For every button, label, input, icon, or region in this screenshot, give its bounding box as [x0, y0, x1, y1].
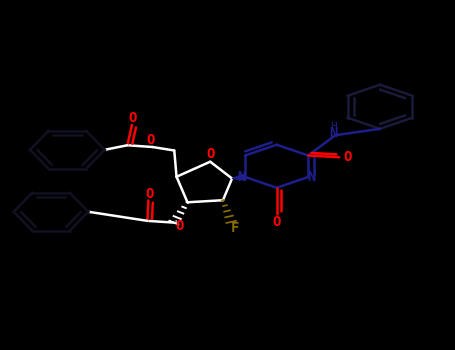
Text: N: N — [329, 126, 337, 140]
Text: F: F — [231, 221, 239, 235]
Text: O: O — [273, 215, 281, 229]
Text: O: O — [146, 133, 154, 147]
Text: N: N — [308, 170, 316, 184]
Text: H: H — [330, 122, 337, 133]
Text: '': '' — [166, 219, 179, 229]
Text: N: N — [238, 170, 246, 184]
Text: O: O — [207, 147, 215, 161]
Text: O: O — [343, 150, 351, 164]
Text: O: O — [129, 111, 137, 125]
Text: O: O — [175, 219, 183, 233]
Text: O: O — [145, 187, 153, 201]
Polygon shape — [232, 174, 246, 180]
